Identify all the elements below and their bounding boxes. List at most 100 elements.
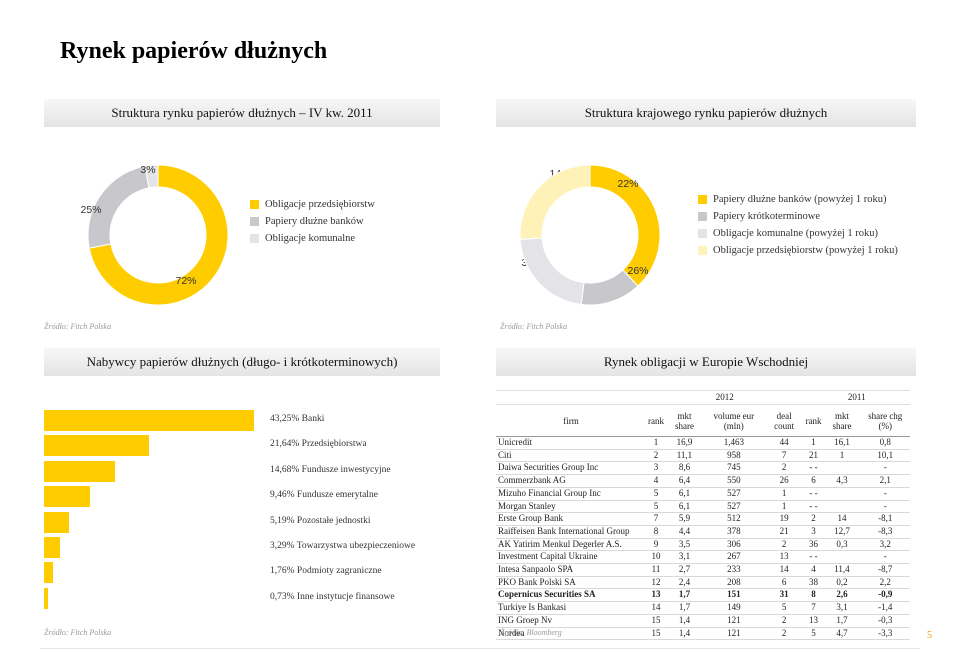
bar <box>44 537 60 558</box>
table-cell: 8,6 <box>666 461 703 476</box>
legend-item: Obligacje przedsiębiorstw (powyżej 1 rok… <box>698 245 898 256</box>
table-cell: 21 <box>803 449 824 463</box>
table-cell: 527 <box>702 500 765 514</box>
table-row: Raiffeisen Bank International Group 8 4,4 3… <box>496 525 910 539</box>
bar <box>44 587 48 609</box>
donut-slice-label: 25% <box>80 204 101 216</box>
table-cell: 21 <box>764 525 804 539</box>
table-cell-firm: Commerzbank AG <box>496 474 646 488</box>
bar-row: 14,68% Fundusze inwestycyjne <box>44 460 434 482</box>
table-cell: 11,1 <box>666 449 703 463</box>
table-cell: 6 <box>803 474 824 488</box>
donut-chart-structure-domestic: 38%14%22%26% <box>519 164 661 306</box>
legend-item: Papiery dłużne banków (powyżej 1 roku) <box>698 194 898 205</box>
table-cell: -1,4 <box>860 601 910 615</box>
table-cell: 5 <box>646 487 666 501</box>
bar <box>44 435 150 457</box>
donut-chart-structure-q4: 72% 25% 3% <box>80 164 229 306</box>
table-cell: 1 <box>764 500 804 514</box>
bar-value-label: 1,76% <box>270 566 295 577</box>
table-cell: 13 <box>764 550 804 565</box>
table-cell-firm: Unicredit <box>496 436 646 450</box>
table-cell: 44 <box>764 436 804 450</box>
table-cell-firm: ING Groep Nv <box>496 614 646 628</box>
bar-category-label: Inne instytucje finansowe <box>296 591 395 602</box>
table-cell: 7 <box>646 512 666 526</box>
table-cell: 3,5 <box>666 538 703 552</box>
footer-divider <box>40 648 920 649</box>
donut-slice-label: 72% <box>175 275 196 287</box>
table-cell-firm: Intesa Sanpaolo SPA <box>496 563 646 577</box>
legend-swatch <box>250 200 259 209</box>
table-row: Mizuho Financial Group Inc 5 6,1 527 1- - - <box>496 487 910 501</box>
table-cell: - <box>860 487 910 501</box>
bar-row: 0,73% Inne instytucje finansowe <box>44 587 434 609</box>
table-row: PKO Bank Polski SA 12 2,4 208 6 38 0,2 2,2 <box>496 576 910 590</box>
table-cell: 121 <box>702 627 765 641</box>
legend-item: Obligacje przedsiębiorstw <box>250 199 375 210</box>
table-cell: -3,3 <box>860 627 910 641</box>
table-cell: 208 <box>702 576 765 590</box>
table-cell: 6 <box>764 576 804 590</box>
table-cell: 15 <box>646 627 666 641</box>
table-cell: 149 <box>702 601 765 615</box>
table-cell: 1,4 <box>666 627 703 641</box>
table-row: Turkiye Is Bankasi 14 1,7 149 5 7 3,1 -1,4 <box>496 601 910 615</box>
table-header-cell: rank <box>803 404 824 437</box>
table-cell: - - <box>803 487 824 501</box>
table-cell: 10,1 <box>860 449 910 463</box>
table-cell <box>823 487 861 501</box>
table-header-cell: firm <box>496 404 646 437</box>
table-cell-firm: Erste Group Bank <box>496 512 646 526</box>
table-cell <box>823 550 861 565</box>
table-cell: 550 <box>702 474 765 488</box>
table-cell: 2,7 <box>666 563 703 577</box>
table-row: Morgan Stanley 5 6,1 527 1- - - <box>496 500 910 514</box>
legend-structure-domestic: Papiery dłużne banków (powyżej 1 roku) P… <box>698 194 898 262</box>
legend-label: Obligacje przedsiębiorstw <box>265 199 375 210</box>
source-note: Źródło: Fitch Polska <box>44 628 112 637</box>
table-cell: 3,2 <box>860 538 910 552</box>
table-row: Investment Capital Ukraine 10 3,1 267 13- - - <box>496 550 910 565</box>
legend-item: Papiery krótkoterminowe <box>698 211 898 222</box>
table-header-cell: mkt share <box>666 404 703 437</box>
table-header-row: firm rank mkt share volume eur (mln) deal co… <box>496 404 910 437</box>
table-cell: 16,9 <box>666 436 703 450</box>
table-cell: 13 <box>803 614 824 628</box>
table-cell: 5 <box>803 627 824 641</box>
table-cell: 2 <box>764 627 804 641</box>
bar-label: 43,25% Banki <box>270 414 324 424</box>
bar-row: 3,29% Towarzystwa ubezpieczeniowe <box>44 537 434 558</box>
donut-slice <box>88 164 229 306</box>
table-cell: 2 <box>646 449 666 463</box>
bar <box>44 511 70 533</box>
table-cell: 1 <box>764 487 804 501</box>
bar-row: 21,64% Przedsiębiorstwa <box>44 435 434 457</box>
table-cell: 3,1 <box>823 601 861 615</box>
table-cell: 1 <box>823 449 861 463</box>
bar-label: 14,68% Fundusze inwestycyjne <box>270 465 391 475</box>
table-cell: 38 <box>803 576 824 590</box>
table-row: ING Groep Nv 15 1,4 121 2 13 1,7 -0,3 <box>496 614 910 628</box>
source-note: Źródło: Bloomberg <box>500 628 562 637</box>
legend-label: Obligacje komunalne (powyżej 1 roku) <box>713 228 879 239</box>
table-cell-firm: Copernicus Securities SA <box>496 588 646 603</box>
table-cell-firm: Citi <box>496 449 646 463</box>
table-cell: 745 <box>702 461 765 476</box>
table-cell-firm: PKO Bank Polski SA <box>496 576 646 590</box>
table-cell: 5 <box>764 601 804 615</box>
bar-category-label: Fundusze inwestycyjne <box>301 464 391 475</box>
table-cell: - <box>860 550 910 565</box>
donut-slice-label: 3% <box>140 164 155 176</box>
table-cell: 14 <box>823 512 861 526</box>
bar-label: 0,73% Inne instytucje finansowe <box>270 592 395 602</box>
table-cell: 13 <box>646 588 666 603</box>
donut-slice <box>519 164 591 240</box>
table-cell: 14 <box>646 601 666 615</box>
bar-value-label: 5,19% <box>270 515 295 526</box>
legend-label: Papiery krótkoterminowe <box>713 211 821 222</box>
bar-category-label: Pozostałe jednostki <box>296 515 371 526</box>
source-note: Źródło: Fitch Polska <box>500 322 568 331</box>
table-year-2012: 2012 <box>646 390 804 405</box>
table-body: Unicredit 1 16,9 1,463 44 1 16,1 0,8 Citi 2 11,1 95… <box>496 436 910 641</box>
